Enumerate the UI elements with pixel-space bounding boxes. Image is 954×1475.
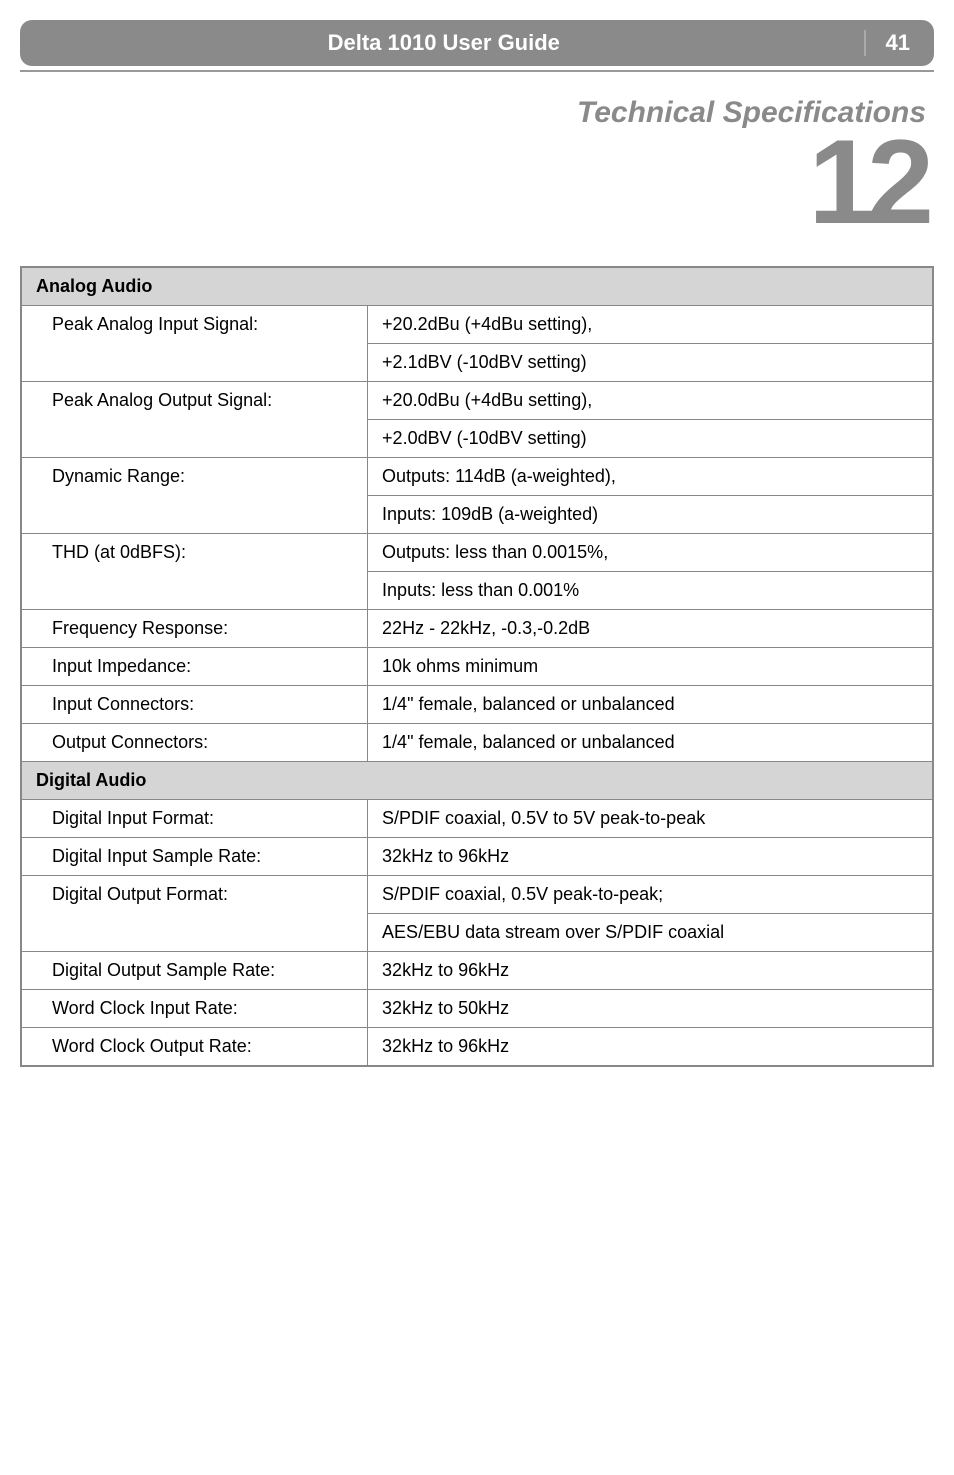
analog-header: Analog Audio [21, 267, 933, 306]
spec-label: Digital Input Sample Rate: [21, 838, 368, 876]
page-number: 41 [864, 30, 910, 56]
divider [20, 70, 934, 72]
table-row: THD (at 0dBFS): Outputs: less than 0.001… [21, 534, 933, 572]
table-row: +2.1dBV (-10dBV setting) [21, 344, 933, 382]
table-row: Digital Output Format: S/PDIF coaxial, 0… [21, 876, 933, 914]
spec-value: 1/4" female, balanced or unbalanced [368, 686, 933, 724]
header-title: Delta 1010 User Guide [44, 30, 844, 56]
spec-value: +20.2dBu (+4dBu setting), [368, 306, 933, 344]
spec-value: +2.0dBV (-10dBV setting) [368, 420, 933, 458]
spec-label: Peak Analog Input Signal: [21, 306, 368, 344]
table-row: +2.0dBV (-10dBV setting) [21, 420, 933, 458]
table-row: Output Connectors: 1/4" female, balanced… [21, 724, 933, 762]
spec-label-empty [21, 344, 368, 382]
spec-label-empty [21, 420, 368, 458]
table-row: Digital Input Sample Rate: 32kHz to 96kH… [21, 838, 933, 876]
spec-value: +20.0dBu (+4dBu setting), [368, 382, 933, 420]
spec-label: Input Connectors: [21, 686, 368, 724]
spec-label: Frequency Response: [21, 610, 368, 648]
spec-label-empty [21, 496, 368, 534]
spec-value: 32kHz to 96kHz [368, 838, 933, 876]
spec-value: 10k ohms minimum [368, 648, 933, 686]
table-row: Digital Output Sample Rate: 32kHz to 96k… [21, 952, 933, 990]
table-row: Input Impedance: 10k ohms minimum [21, 648, 933, 686]
spec-value: S/PDIF coaxial, 0.5V to 5V peak-to-peak [368, 800, 933, 838]
spec-value: +2.1dBV (-10dBV setting) [368, 344, 933, 382]
spec-value: AES/EBU data stream over S/PDIF coaxial [368, 914, 933, 952]
table-row: Frequency Response: 22Hz - 22kHz, -0.3,-… [21, 610, 933, 648]
table-row: Digital Input Format: S/PDIF coaxial, 0.… [21, 800, 933, 838]
spec-label: Digital Input Format: [21, 800, 368, 838]
spec-value: 1/4" female, balanced or unbalanced [368, 724, 933, 762]
spec-value: Inputs: less than 0.001% [368, 572, 933, 610]
table-row: Inputs: 109dB (a-weighted) [21, 496, 933, 534]
table-row: Inputs: less than 0.001% [21, 572, 933, 610]
spec-label-empty [21, 914, 368, 952]
table-row: Peak Analog Output Signal: +20.0dBu (+4d… [21, 382, 933, 420]
spec-label: Output Connectors: [21, 724, 368, 762]
spec-table: Analog Audio Peak Analog Input Signal: +… [20, 266, 934, 1067]
table-row: AES/EBU data stream over S/PDIF coaxial [21, 914, 933, 952]
digital-header: Digital Audio [21, 762, 933, 800]
spec-label: Word Clock Input Rate: [21, 990, 368, 1028]
spec-value: 32kHz to 96kHz [368, 1028, 933, 1067]
table-row: Word Clock Output Rate: 32kHz to 96kHz [21, 1028, 933, 1067]
spec-label: Digital Output Format: [21, 876, 368, 914]
spec-label: Dynamic Range: [21, 458, 368, 496]
spec-label: Peak Analog Output Signal: [21, 382, 368, 420]
spec-label: Digital Output Sample Rate: [21, 952, 368, 990]
table-section-header: Analog Audio [21, 267, 933, 306]
spec-label: THD (at 0dBFS): [21, 534, 368, 572]
spec-label: Input Impedance: [21, 648, 368, 686]
section-number: 12 [20, 122, 934, 242]
table-row: Peak Analog Input Signal: +20.2dBu (+4dB… [21, 306, 933, 344]
table-row: Word Clock Input Rate: 32kHz to 50kHz [21, 990, 933, 1028]
spec-label: Word Clock Output Rate: [21, 1028, 368, 1067]
table-row: Dynamic Range: Outputs: 114dB (a-weighte… [21, 458, 933, 496]
header-bar: Delta 1010 User Guide 41 [20, 20, 934, 66]
table-row: Input Connectors: 1/4" female, balanced … [21, 686, 933, 724]
spec-value: 22Hz - 22kHz, -0.3,-0.2dB [368, 610, 933, 648]
spec-value: Inputs: 109dB (a-weighted) [368, 496, 933, 534]
spec-value: 32kHz to 96kHz [368, 952, 933, 990]
spec-value: Outputs: 114dB (a-weighted), [368, 458, 933, 496]
spec-value: S/PDIF coaxial, 0.5V peak-to-peak; [368, 876, 933, 914]
table-section-header: Digital Audio [21, 762, 933, 800]
spec-label-empty [21, 572, 368, 610]
spec-value: Outputs: less than 0.0015%, [368, 534, 933, 572]
spec-value: 32kHz to 50kHz [368, 990, 933, 1028]
